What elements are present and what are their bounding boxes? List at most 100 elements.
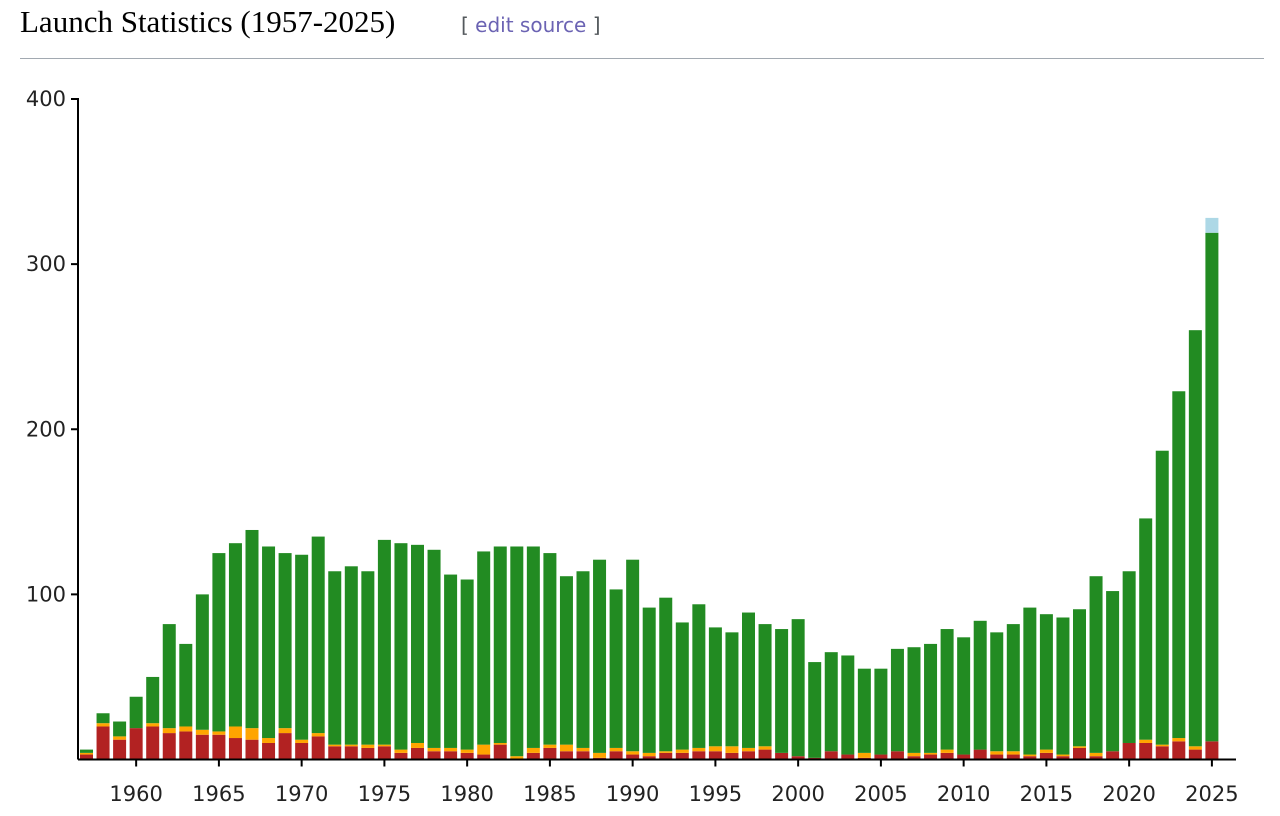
x-tick-label-1980: 1980: [440, 782, 493, 806]
bar-success-2014: [1023, 607, 1037, 755]
bar-partial-1979: [444, 747, 458, 752]
bar-failure-1991: [642, 756, 656, 760]
x-tick-label-2000: 2000: [771, 782, 824, 806]
bar-success-1983: [510, 546, 524, 757]
bar-success-2007: [907, 647, 921, 753]
bar-success-1961: [146, 676, 160, 724]
bar-success-1978: [427, 549, 441, 748]
bar-success-2005: [874, 668, 888, 755]
bar-partial-2024: [1188, 746, 1202, 750]
bar-partial-1978: [427, 747, 441, 752]
bar-partial-1958: [96, 723, 110, 727]
bar-success-1968: [262, 546, 276, 739]
bar-success-1995: [708, 627, 722, 747]
bar-success-1967: [245, 529, 259, 729]
bar-success-1969: [278, 553, 292, 729]
edit-source-group: [ edit source ]: [461, 13, 601, 37]
bar-success-1998: [758, 624, 772, 747]
bar-success-2003: [841, 655, 855, 755]
bar-failure-1967: [245, 739, 259, 760]
bar-success-1986: [559, 576, 573, 745]
bar-failure-1994: [692, 751, 706, 760]
y-tick-label-100: 100: [26, 582, 66, 606]
bar-partial-1997: [742, 747, 755, 752]
bar-partial-2018: [1089, 752, 1103, 757]
bar-failure-1963: [179, 731, 193, 760]
y-tick-label-300: 300: [26, 252, 66, 276]
bar-success-1989: [609, 589, 623, 748]
bar-partial-2016: [1056, 754, 1070, 757]
x-tick-label-1985: 1985: [523, 782, 576, 806]
edit-source-link[interactable]: edit source: [475, 13, 587, 37]
bar-failure-2015: [1039, 752, 1053, 760]
bar-failure-1998: [758, 749, 772, 760]
x-tick-label-2015: 2015: [1020, 782, 1073, 806]
bar-failure-2006: [890, 751, 904, 760]
y-tick-label-200: 200: [26, 417, 66, 441]
bar-partial-1989: [609, 747, 623, 752]
bar-success-2019: [1106, 591, 1120, 752]
bar-success-2001: [808, 662, 822, 758]
bar-failure-1975: [377, 746, 391, 760]
bar-partial-1966: [228, 726, 242, 739]
bar-partial-2014: [1023, 754, 1037, 757]
bar-partial-1987: [576, 747, 590, 752]
bar-failure-1996: [725, 752, 739, 760]
bar-failure-1958: [96, 726, 110, 760]
bar-failure-1966: [228, 738, 242, 760]
bar-success-2006: [890, 648, 904, 752]
bar-success-1960: [129, 696, 143, 729]
bar-success-2021: [1139, 518, 1153, 740]
y-tick-label-400: 400: [26, 87, 66, 111]
bar-failure-1980: [460, 752, 474, 760]
bar-partial-2009: [940, 749, 954, 753]
bar-failure-1968: [262, 742, 276, 760]
bar-partial-1957: [80, 752, 93, 755]
bar-partial-1986: [559, 744, 573, 752]
launch-statistics-chart: 100 200 300 400 1960 1965 1970 1975 1980 1985 1990…: [26, 87, 1239, 806]
bar-success-2012: [990, 632, 1004, 752]
bar-failure-1971: [311, 736, 325, 760]
bar-partial-1993: [675, 749, 689, 753]
section-title: Launch Statistics (1957-2025): [20, 4, 396, 39]
bar-success-1982: [493, 546, 507, 743]
bar-partial-1996: [725, 746, 739, 753]
bar-partial-1994: [692, 747, 706, 752]
bar-failure-1987: [576, 751, 590, 760]
bar-partial-1983: [510, 756, 524, 760]
bar-success-2004: [857, 668, 871, 753]
bar-success-1975: [377, 539, 391, 745]
bar-partial-1961: [146, 723, 160, 727]
bar-failure-2000: [791, 756, 805, 760]
bar-success-1957: [80, 749, 93, 753]
bar-success-1980: [460, 579, 474, 750]
bar-success-2008: [924, 643, 938, 753]
bar-success-1991: [642, 607, 656, 753]
bar-partial-1988: [593, 752, 607, 758]
bar-partial-1995: [708, 746, 722, 752]
bar-success-1994: [692, 604, 706, 748]
bar-success-1963: [179, 643, 193, 727]
bar-success-1987: [576, 571, 590, 748]
bar-failure-2024: [1188, 749, 1202, 760]
bar-partial-1967: [245, 728, 259, 740]
bar-success-2016: [1056, 617, 1070, 755]
bar-success-2020: [1122, 571, 1136, 743]
x-tick-label-1975: 1975: [358, 782, 411, 806]
bar-failure-1957: [80, 754, 93, 760]
bar-failure-1962: [162, 733, 176, 760]
bar-failure-1970: [295, 742, 309, 760]
bar-failure-1976: [394, 752, 408, 760]
bar-success-1979: [444, 574, 458, 748]
bar-failure-1982: [493, 744, 507, 760]
bar-failure-2014: [1023, 756, 1037, 760]
bar-partial-1959: [113, 736, 127, 740]
bar-success-1972: [328, 571, 342, 745]
bar-planned-2025: [1205, 217, 1219, 233]
x-tick-label-1970: 1970: [275, 782, 328, 806]
bar-failure-2011: [973, 749, 987, 760]
bar-partial-2008: [924, 752, 938, 755]
bar-success-1981: [477, 551, 491, 745]
bar-failure-2016: [1056, 756, 1070, 760]
bar-partial-2021: [1139, 739, 1153, 743]
